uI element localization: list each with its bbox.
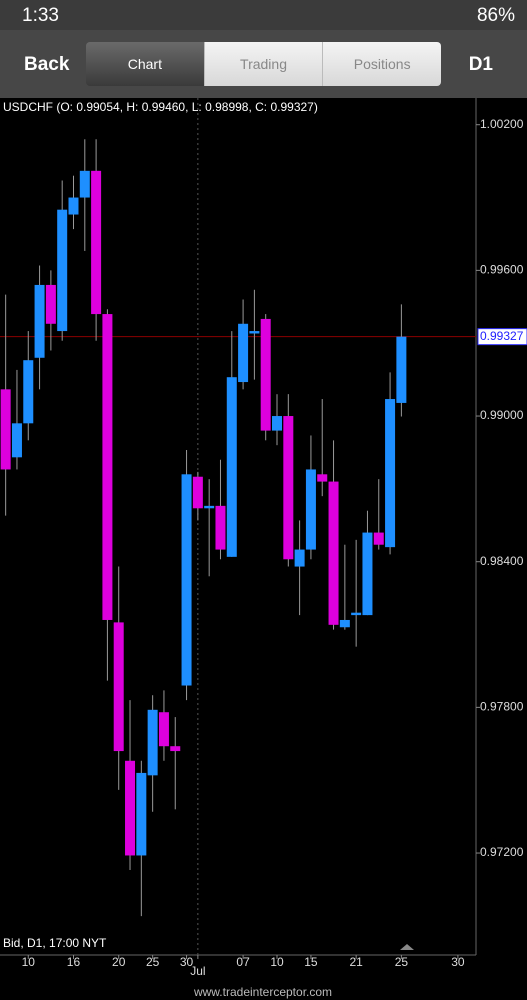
candle-body [294,549,305,567]
back-button[interactable]: Back [24,54,70,75]
candle-body [272,416,283,431]
x-tick-label: 25 [395,955,409,969]
clock: 1:33 [22,5,59,26]
nav-bar: Back Chart Trading Positions D1 [0,30,527,98]
x-tick-label: 20 [112,955,126,969]
candle-body [260,318,271,431]
candle-body [91,170,102,315]
candle-body [102,314,113,620]
timeframe-button[interactable]: D1 [468,54,493,75]
tab[interactable]: Positions [322,42,441,86]
candle-body [45,284,56,324]
candle-body [23,360,34,424]
candle-body [238,323,249,383]
candle-body [305,469,316,550]
chart-title: USDCHF (O: 0.99054, H: 0.99460, L: 0.989… [3,100,318,114]
candle-body [249,331,260,334]
tab-control: Chart Trading Positions [86,42,441,86]
footnote: Bid, D1, 17:00 NYT [3,936,107,950]
candle-body [11,423,22,458]
candle-body [385,399,396,548]
candle-body [339,619,350,628]
y-tick-label: 0.99000 [480,408,524,422]
candle-body [34,284,45,358]
x-tick-label: 21 [349,955,363,969]
x-tick-label: 10 [22,955,36,969]
candle-body [147,709,158,776]
chart: USDCHF (O: 0.99054, H: 0.99460, L: 0.989… [0,98,527,999]
x-tick-label: 25 [146,955,160,969]
status-bar: 1:33 86% [0,0,527,30]
candle-body [204,505,215,509]
candle-body [0,389,11,470]
candle-body [226,377,237,557]
candle-body [57,209,68,332]
candle-body [328,481,339,625]
candle-body [283,416,294,560]
candle-body [215,505,226,550]
y-tick-label: 0.97800 [480,700,524,714]
x-tick-label: Jul [190,964,205,978]
battery: 86% [476,5,515,26]
candle-body [373,532,384,545]
price-label: 0.99327 [480,329,524,343]
footer: www.tradeinterceptor.com [193,985,332,999]
candle-body [68,197,79,215]
candle-body [125,760,136,856]
x-tick-label: 16 [67,955,81,969]
candle-body [136,772,147,856]
y-tick-label: 1.00200 [480,117,524,131]
candle-body [181,474,192,686]
price-label-box [477,328,527,346]
candle-body [113,622,124,752]
x-tick-label: 15 [304,955,318,969]
candle-body [396,336,407,403]
x-tick-label: 10 [270,955,284,969]
candle-body [158,712,169,747]
x-tick-label: 30 [451,955,465,969]
tab[interactable]: Trading [203,42,323,86]
x-tick-label: 30 [180,955,194,969]
candle-body [362,532,373,616]
candle-body [192,476,203,509]
x-tick-label: 07 [236,955,250,969]
y-tick-label: 0.99600 [480,263,524,277]
candle-body [351,612,362,616]
candle-body [170,746,181,752]
y-tick-label: 0.98400 [480,554,524,568]
scroll-marker [400,944,414,950]
candle-body [79,170,90,198]
tab[interactable]: Chart [86,42,204,86]
y-tick-label: 0.97200 [480,845,524,859]
candle-body [317,474,328,482]
